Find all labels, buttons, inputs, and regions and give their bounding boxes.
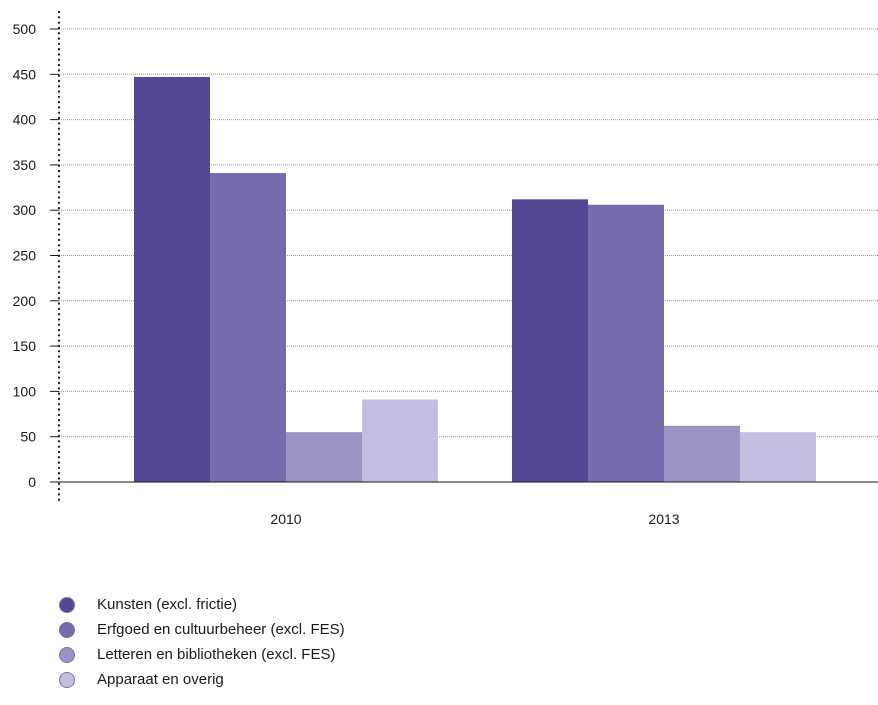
legend-label: Kunsten (excl. frictie) [97,596,238,613]
x-tick-label: 2013 [648,511,679,527]
bar [512,199,588,482]
x-tick-label: 2010 [270,511,301,527]
y-tick-label: 400 [13,112,37,128]
y-tick-label: 350 [13,157,37,173]
y-tick-label: 150 [13,338,37,354]
bar [588,204,664,482]
legend-swatch-icon [59,671,75,688]
bar [134,77,210,482]
legend-label: Erfgoed en cultuurbeheer (excl. FES) [97,621,345,638]
y-tick-label: 50 [20,429,36,445]
y-tick-label: 250 [13,248,37,264]
legend-swatch-icon [59,621,75,638]
legend-item: Letteren en bibliotheken (excl. FES) [59,642,345,667]
bar [286,432,362,482]
bars [134,77,816,482]
legend: Kunsten (excl. frictie) Erfgoed en cultu… [59,592,345,692]
y-tick-label: 100 [13,383,37,399]
y-tick-label: 300 [13,202,37,218]
legend-item: Apparaat en overig [59,667,345,692]
legend-label: Letteren en bibliotheken (excl. FES) [97,646,336,663]
legend-swatch-icon [59,646,75,663]
legend-item: Kunsten (excl. frictie) [59,592,345,617]
bar [740,432,816,482]
y-tick-label: 450 [13,66,37,82]
bar [664,425,740,482]
bar [210,173,286,482]
legend-item: Erfgoed en cultuurbeheer (excl. FES) [59,617,345,642]
y-tick-label: 500 [13,21,37,37]
legend-swatch-icon [59,596,75,613]
bar [362,399,438,482]
x-axis-labels: 2010 2013 [270,511,679,527]
y-axis: 0 50 100 150 200 250 300 350 400 450 500 [13,10,61,502]
legend-label: Apparaat en overig [97,671,224,688]
bar-chart: 0 50 100 150 200 250 300 350 400 450 500 2010 2013 [13,10,878,527]
y-tick-label: 0 [28,474,36,490]
y-tick-label: 200 [13,293,37,309]
